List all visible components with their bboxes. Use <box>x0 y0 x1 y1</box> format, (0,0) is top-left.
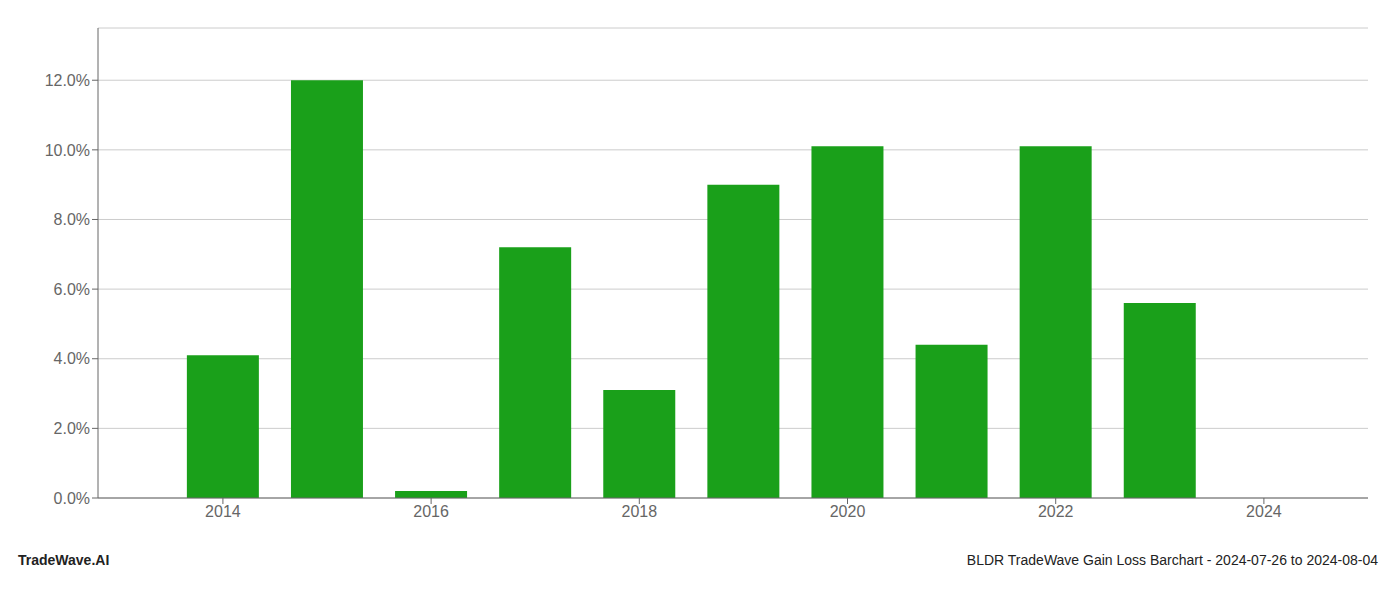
svg-text:4.0%: 4.0% <box>54 350 90 367</box>
svg-text:2022: 2022 <box>1038 503 1074 520</box>
svg-text:6.0%: 6.0% <box>54 281 90 298</box>
svg-text:2018: 2018 <box>622 503 658 520</box>
svg-text:8.0%: 8.0% <box>54 211 90 228</box>
html-text:TradeWave.AI: TradeWave.AI <box>18 552 110 568</box>
svg-text:10.0%: 10.0% <box>45 142 90 159</box>
svg-text:12.0%: 12.0% <box>45 72 90 89</box>
svg-text:2024: 2024 <box>1246 503 1282 520</box>
svg-text:2014: 2014 <box>205 503 241 520</box>
svg-text:2016: 2016 <box>413 503 449 520</box>
svg-text:0.0%: 0.0% <box>54 490 90 507</box>
svg-text:2.0%: 2.0% <box>54 420 90 437</box>
svg-text:2020: 2020 <box>830 503 866 520</box>
html-text:BLDR TradeWave Gain Loss Barch: BLDR TradeWave Gain Loss Barchart - 2024… <box>966 552 1378 568</box>
